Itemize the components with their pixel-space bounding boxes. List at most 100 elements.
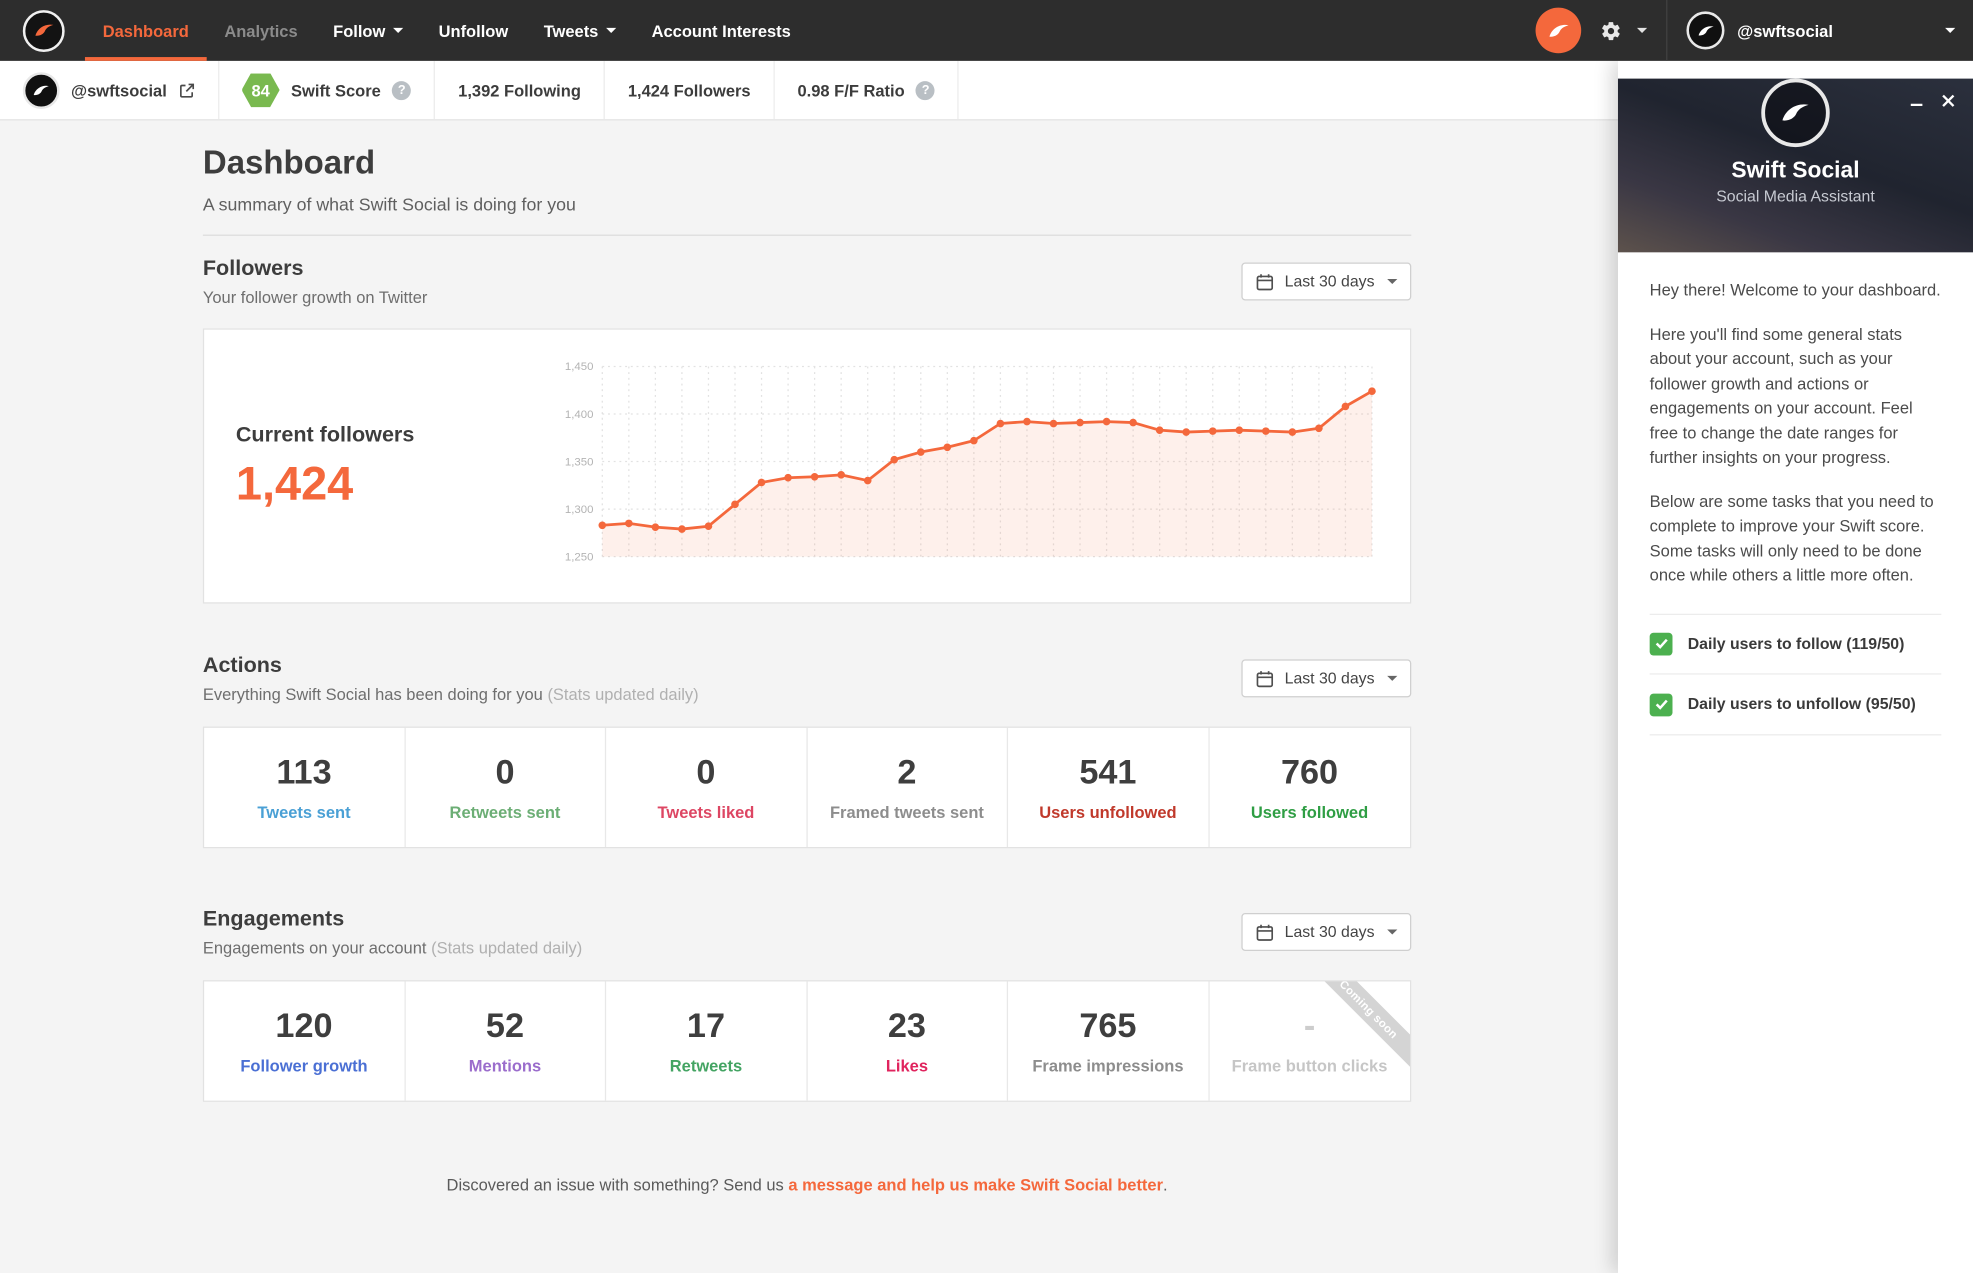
avatar	[22, 71, 60, 109]
stat-value: 23	[887, 1006, 926, 1045]
stat-value: 760	[1280, 753, 1339, 792]
nav-spacer	[809, 0, 1536, 61]
chevron-down-icon	[605, 27, 617, 33]
swift-score: 84 Swift Score ?	[219, 60, 436, 120]
feedback-text-suffix: .	[1163, 1175, 1168, 1195]
settings-menu-button[interactable]	[1600, 20, 1648, 42]
help-icon[interactable]: ?	[916, 80, 936, 100]
actions-stat-grid: 113 Tweets sent 0 Retweets sent 0 Tweets…	[202, 726, 1412, 849]
actions-section-title: Actions	[202, 653, 282, 678]
following-count: 1,392 Following	[435, 60, 605, 120]
nav-item-account-interests[interactable]: Account Interests	[634, 0, 809, 61]
nav-item-analytics[interactable]: Analytics	[207, 0, 316, 61]
engagements-section-subtitle: Engagements on your account	[202, 938, 427, 958]
current-followers-block: Current followers 1,424	[236, 422, 414, 511]
swift-bird-icon	[1761, 78, 1830, 148]
current-followers-value: 1,424	[235, 457, 354, 510]
stat-retweets: 17 Retweets	[606, 981, 808, 1101]
engagements-section-title: Engagements	[202, 906, 345, 931]
date-range-select-followers[interactable]: Last 30 days	[1241, 262, 1412, 301]
nav-item-label: Unfollow	[438, 20, 509, 40]
current-followers-label: Current followers	[235, 421, 415, 446]
stat-users-unfollowed: 541 Users unfollowed	[1008, 727, 1210, 848]
stat-label: Follower growth	[240, 1056, 368, 1076]
followers-label: 1,424 Followers	[627, 80, 751, 100]
task-label: Daily users to follow (119/50)	[1687, 634, 1905, 653]
task-daily-follow[interactable]: Daily users to follow (119/50)	[1649, 614, 1942, 675]
calendar-icon	[1256, 273, 1274, 290]
stat-label: Retweets	[669, 1056, 743, 1076]
stat-label: Framed tweets sent	[829, 802, 984, 822]
stat-mentions: 52 Mentions	[405, 981, 607, 1101]
chevron-down-icon	[1387, 675, 1398, 681]
followers-section-title: Followers	[202, 256, 304, 281]
profile-link[interactable]: @swftsocial	[0, 60, 219, 120]
nav-item-unfollow[interactable]: Unfollow	[421, 0, 526, 61]
svg-text:1,350: 1,350	[565, 456, 594, 468]
help-icon[interactable]: ?	[392, 80, 412, 100]
chevron-down-icon	[1945, 27, 1956, 33]
following-label: 1,392 Following	[458, 80, 581, 100]
swift-bird-icon	[22, 9, 65, 52]
swift-score-badge: 84	[241, 72, 280, 108]
nav-item-tweets[interactable]: Tweets	[526, 0, 634, 61]
followers-chart: 1,450 1,400 1,350 1,300 1,250	[554, 354, 1385, 578]
gear-icon	[1602, 21, 1620, 40]
nav-divider	[1666, 0, 1668, 61]
svg-text:1,450: 1,450	[565, 361, 594, 373]
chevron-down-icon	[1387, 278, 1398, 285]
stat-label: Frame button clicks	[1231, 1056, 1388, 1076]
nav-item-follow[interactable]: Follow	[315, 0, 420, 61]
stat-label: Likes	[885, 1056, 929, 1076]
task-daily-unfollow[interactable]: Daily users to unfollow (95/50)	[1649, 675, 1942, 736]
stat-tweets-liked: 0 Tweets liked	[606, 727, 808, 848]
nav-item-label: Follow	[333, 20, 386, 40]
checkmark-icon	[1655, 699, 1668, 710]
engagements-section-note: (Stats updated daily)	[431, 938, 583, 958]
account-stats-bar: @swftsocial 84 Swift Score ? 1,392 Follo…	[0, 60, 1618, 121]
brand-logo[interactable]	[0, 0, 85, 61]
actions-section: Actions Everything Swift Social has been…	[202, 653, 1412, 849]
stat-users-followed: 760 Users followed	[1209, 728, 1410, 847]
feedback-link[interactable]: a message and help us make Swift Social …	[788, 1175, 1164, 1195]
avatar	[1686, 11, 1725, 50]
account-menu[interactable]: @swftsocial	[1686, 11, 1956, 50]
task-checkbox[interactable]	[1649, 693, 1673, 716]
nav-item-dashboard[interactable]: Dashboard	[84, 0, 207, 61]
assistant-paragraph-1: Here you'll find some general stats abou…	[1649, 323, 1913, 467]
date-range-select-actions[interactable]: Last 30 days	[1241, 659, 1412, 698]
nav-item-label: Analytics	[224, 20, 298, 40]
ff-ratio-label: 0.98 F/F Ratio	[797, 80, 905, 100]
external-link-icon	[179, 83, 194, 98]
stat-value: -	[1303, 1006, 1316, 1045]
svg-text:1,400: 1,400	[565, 409, 594, 421]
assistant-title: Swift Social	[1731, 157, 1860, 183]
stat-likes: 23 Likes	[807, 981, 1009, 1101]
assistant-panel: Swift Social Social Media Assistant Hey …	[1617, 60, 1973, 1273]
stat-value: 0	[495, 753, 515, 792]
close-button[interactable]	[1941, 94, 1955, 108]
stat-label: Mentions	[468, 1056, 542, 1076]
page-subtitle: A summary of what Swift Social is doing …	[202, 194, 576, 215]
stat-value: 2	[897, 753, 917, 792]
divider	[202, 234, 1412, 236]
engagements-section: Engagements Engagements on your account …	[202, 906, 1412, 1102]
date-range-select-engagements[interactable]: Last 30 days	[1241, 912, 1412, 951]
stat-label: Retweets sent	[449, 802, 561, 822]
minimize-button[interactable]	[1910, 94, 1924, 108]
stat-label: Users followed	[1250, 802, 1369, 822]
actions-section-subtitle: Everything Swift Social has been doing f…	[202, 684, 543, 704]
assistant-greeting: Hey there! Welcome to your dashboard.	[1649, 280, 1941, 300]
stat-framed-tweets-sent: 2 Framed tweets sent	[807, 727, 1009, 848]
account-handle: @swftsocial	[1737, 20, 1833, 40]
swift-bird-icon	[33, 85, 49, 95]
chevron-down-icon	[1636, 27, 1648, 33]
assistant-toggle-button[interactable]	[1535, 7, 1582, 54]
stat-label: Tweets sent	[257, 802, 351, 822]
engagements-stat-grid: 120 Follower growth 52 Mentions 17 Retwe…	[202, 980, 1412, 1102]
profile-handle: @swftsocial	[71, 80, 167, 100]
stat-value: 52	[485, 1006, 525, 1045]
task-checkbox[interactable]	[1649, 632, 1673, 656]
top-nav: Dashboard Analytics Follow Unfollow Twee…	[0, 0, 1973, 61]
